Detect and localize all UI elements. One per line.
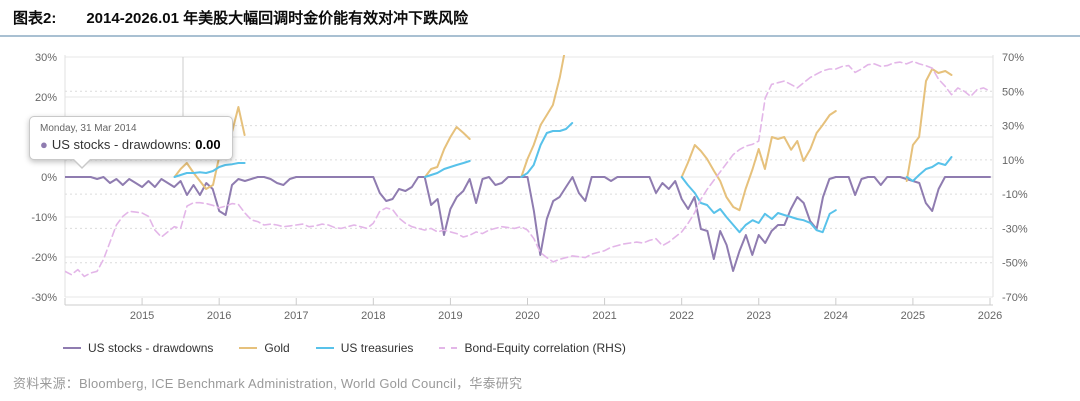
y-axis-label-right: 70% <box>1002 52 1024 64</box>
tooltip-value-row: ● US stocks - drawdowns: 0.00 <box>40 137 221 152</box>
legend-item-us-stocks[interactable]: US stocks - drawdowns <box>63 341 213 355</box>
y-axis-label-right: 50% <box>1002 86 1024 98</box>
tooltip-value: 0.00 <box>195 137 221 152</box>
series-us-treasuries[interactable] <box>173 122 953 234</box>
x-axis-label: 2015 <box>130 310 154 322</box>
series-bullet-icon: ● <box>40 137 48 152</box>
series-bond-equity-correlation-rhs[interactable] <box>65 60 991 278</box>
x-axis-label: 2024 <box>824 310 848 322</box>
legend-label-us-stocks: US stocks - drawdowns <box>88 341 214 355</box>
y-axis-label-left: 0% <box>41 172 57 184</box>
chart-tooltip: Monday, 31 Mar 2014 ● US stocks - drawdow… <box>29 116 233 169</box>
x-axis-label: 2021 <box>592 310 616 322</box>
y-axis-label-left: 30% <box>35 52 57 64</box>
legend-marker-us-treasuries-icon <box>315 347 334 349</box>
y-axis-label-right: 30% <box>1002 121 1024 133</box>
source-note: 资料来源：Bloomberg, ICE Benchmark Administra… <box>13 373 522 392</box>
x-axis-label: 2023 <box>747 310 771 322</box>
y-axis-label-right: 10% <box>1002 155 1024 167</box>
legend-marker-bond-equity-icon <box>439 347 458 349</box>
series-gold[interactable] <box>173 45 953 212</box>
source-prefix: 资料来源： <box>13 376 80 391</box>
x-axis-label: 2018 <box>361 310 385 322</box>
x-axis-label: 2017 <box>284 310 308 322</box>
y-axis-label-left: 20% <box>35 92 57 104</box>
y-axis-label-right: -10% <box>1002 189 1028 201</box>
series-us-stocks-drawdowns[interactable] <box>65 176 991 272</box>
y-axis-label-left: -30% <box>31 292 57 304</box>
legend-marker-gold-icon <box>239 347 258 349</box>
title-underline <box>0 35 1080 37</box>
x-axis-label: 2022 <box>669 310 693 322</box>
y-axis-label-right: -30% <box>1002 223 1028 235</box>
source-text: Bloomberg, ICE Benchmark Administration,… <box>79 376 523 391</box>
chart-legend: US stocks - drawdowns Gold US treasuries… <box>63 341 626 355</box>
figure-number: 图表2: <box>13 10 57 27</box>
figure-title-text: 2014-2026.01 年美股大幅回调时金价能有效对冲下跌风险 <box>86 10 469 27</box>
legend-item-gold[interactable]: Gold <box>239 341 290 355</box>
y-axis-label-left: -20% <box>31 252 57 264</box>
legend-label-gold: Gold <box>264 341 290 355</box>
y-axis-label-right: -50% <box>1002 258 1028 270</box>
legend-marker-us-stocks-icon <box>63 347 81 349</box>
y-axis-label-right: -70% <box>1002 292 1028 304</box>
x-axis-label: 2026 <box>978 310 1002 322</box>
y-axis-label-left: -10% <box>31 212 57 224</box>
figure-title: 图表2: 2014-2026.01 年美股大幅回调时金价能有效对冲下跌风险 <box>13 7 468 28</box>
legend-label-bond-equity: Bond-Equity correlation (RHS) <box>464 341 626 355</box>
x-axis-label: 2025 <box>901 310 925 322</box>
tooltip-series-label: US stocks - drawdowns: <box>51 137 192 152</box>
legend-item-us-treasuries[interactable]: US treasuries <box>315 341 414 355</box>
x-axis-label: 2020 <box>515 310 539 322</box>
tooltip-date: Monday, 31 Mar 2014 <box>40 123 137 134</box>
legend-item-bond-equity-correlation[interactable]: Bond-Equity correlation (RHS) <box>439 341 626 355</box>
legend-label-us-treasuries: US treasuries <box>340 341 414 355</box>
x-axis-label: 2019 <box>438 310 462 322</box>
x-axis-label: 2016 <box>207 310 231 322</box>
